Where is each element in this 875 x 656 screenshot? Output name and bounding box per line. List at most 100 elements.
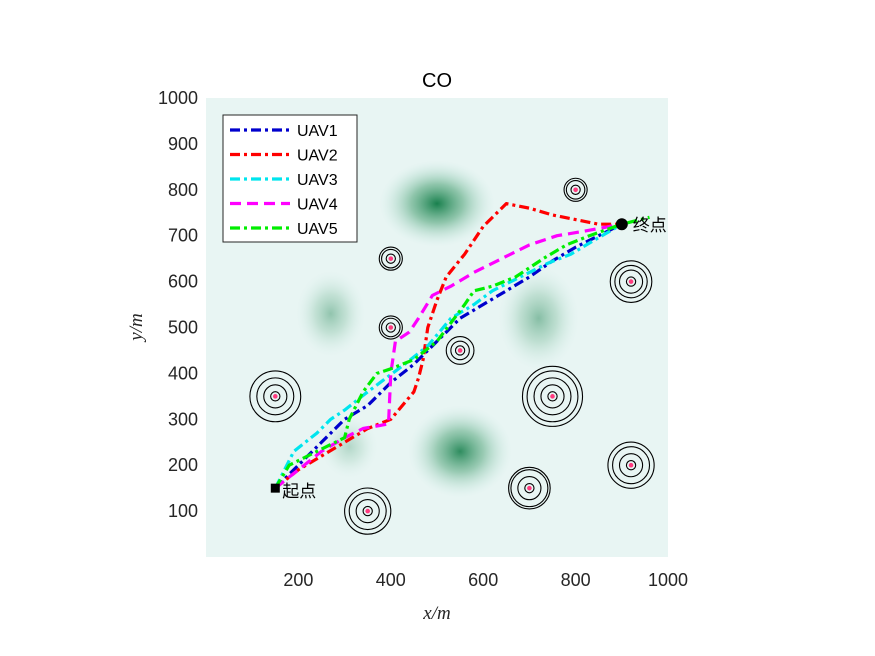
legend-label: UAV1 (297, 123, 338, 140)
threat-ring (517, 476, 542, 501)
threat-center (388, 256, 394, 261)
legend-label: UAV4 (297, 197, 338, 214)
chart-title: CO (422, 70, 452, 92)
threat-ring (362, 505, 373, 517)
x-axis-label: x/m (422, 603, 450, 624)
threat-ring (378, 315, 403, 340)
threat-center (388, 325, 394, 330)
y-axis-ticks: 100 200 300 400 500 600 700 800 900 1000 (158, 88, 198, 521)
y-tick-label: 1000 (158, 88, 198, 108)
series-line-uav3 (273, 222, 623, 489)
y-tick-label: 200 (168, 455, 198, 475)
threat-ring (609, 260, 653, 303)
threat-ring (547, 391, 558, 402)
threat-ring (381, 317, 401, 338)
threat-ring (378, 246, 403, 271)
threat-zone (607, 441, 655, 489)
threat-zone (378, 246, 403, 271)
terrain-hill (408, 405, 513, 498)
end-marker (615, 218, 628, 231)
threat-ring (344, 487, 392, 535)
x-tick-label: 600 (468, 570, 498, 590)
markers-layer: 起点 终点 (270, 216, 667, 502)
start-label: 起点 (282, 482, 316, 502)
legend-item-uav1: UAV1 (230, 123, 338, 140)
start-marker (270, 483, 280, 493)
y-tick-label: 600 (168, 272, 198, 292)
threat-ring (618, 453, 644, 478)
threat-ring (256, 377, 295, 416)
y-axis-label: y/m (126, 313, 147, 342)
threat-zone (508, 466, 551, 510)
threat-ring (450, 340, 470, 361)
threat-center (273, 394, 278, 399)
legend-item-uav2: UAV2 (230, 148, 338, 165)
y-tick-label: 100 (168, 501, 198, 521)
threat-ring (454, 345, 466, 356)
threat-ring (612, 446, 651, 485)
threat-ring (533, 377, 572, 416)
threat-ring (521, 365, 584, 427)
series-line-uav4 (274, 222, 623, 490)
threat-ring (385, 322, 396, 333)
threat-ring (618, 269, 644, 294)
threat-ring (348, 492, 387, 531)
x-tick-label: 800 (561, 570, 591, 590)
threat-zone (521, 365, 584, 427)
y-tick-label: 300 (168, 409, 198, 429)
terrain-hill (379, 160, 495, 247)
threat-ring (565, 180, 586, 200)
terrain-hill (498, 266, 580, 371)
x-tick-label: 200 (283, 570, 313, 590)
threat-zone (563, 177, 588, 202)
threat-ring (563, 177, 588, 202)
threat-ring (263, 384, 288, 409)
legend-item-uav5: UAV5 (230, 221, 338, 238)
threat-ring (249, 370, 302, 423)
threat-zone (249, 370, 302, 423)
threat-ring (614, 264, 648, 299)
y-tick-label: 700 (168, 226, 198, 246)
series-line-uav1 (274, 222, 623, 490)
y-tick-label: 500 (168, 318, 198, 338)
threat-zone (344, 487, 392, 535)
y-tick-label: 400 (168, 363, 198, 383)
threat-center (457, 348, 463, 353)
legend-label: UAV5 (297, 221, 338, 238)
threat-ring (445, 336, 475, 365)
threat-center (573, 187, 578, 193)
series-layer (273, 202, 650, 490)
threat-ring (625, 276, 637, 287)
threat-center (628, 462, 634, 468)
legend-item-uav4: UAV4 (230, 197, 338, 214)
threat-zone (445, 336, 475, 365)
threat-ring (524, 482, 535, 494)
legend-label: UAV2 (297, 148, 338, 165)
threat-center (628, 279, 634, 284)
threat-ring (270, 391, 281, 402)
threat-zone (378, 315, 403, 340)
threat-ring (510, 469, 549, 508)
legend-item-uav3: UAV3 (230, 172, 338, 189)
threat-ring (526, 370, 579, 423)
terrain-layer (296, 160, 580, 498)
threat-ring (381, 248, 401, 269)
threat-layer (249, 177, 655, 535)
y-tick-label: 800 (168, 180, 198, 200)
threat-ring (607, 441, 655, 489)
x-tick-label: 1000 (648, 570, 688, 590)
threat-ring (355, 499, 380, 524)
end-label: 终点 (633, 216, 667, 236)
series-line-uav2 (274, 202, 622, 490)
legend: UAV1 UAV2 UAV3 UAV4 UAV5 (222, 114, 358, 243)
threat-center (550, 394, 555, 399)
terrain-hill (296, 270, 366, 358)
threat-ring (625, 460, 637, 471)
legend-label: UAV3 (297, 172, 338, 189)
threat-ring (508, 466, 551, 510)
threat-ring (570, 184, 581, 195)
x-axis-ticks: 200 400 600 800 1000 (283, 570, 688, 590)
threat-zone (609, 260, 653, 303)
threat-ring (385, 253, 396, 264)
